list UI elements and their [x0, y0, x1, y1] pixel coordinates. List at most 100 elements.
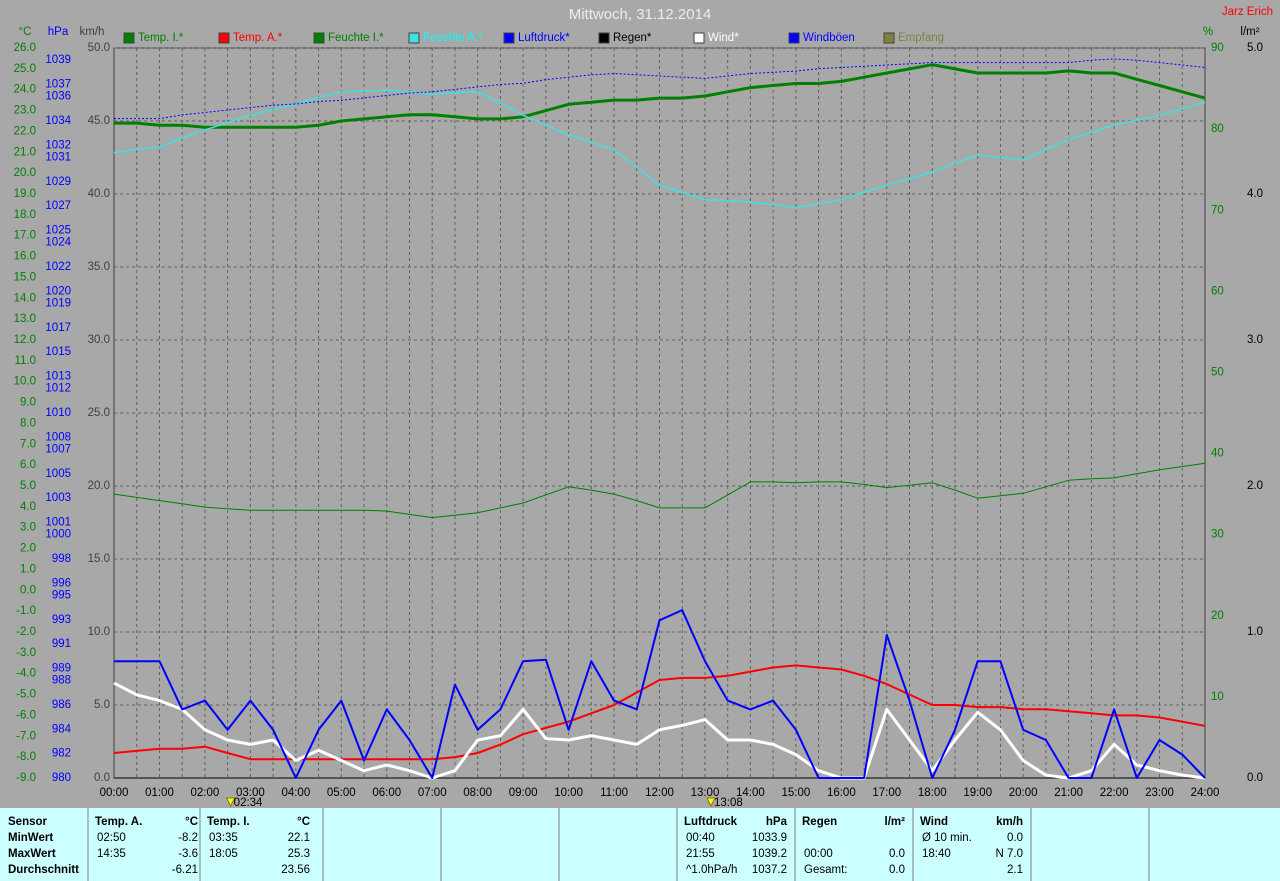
tick-label: 5.0: [1247, 42, 1263, 54]
tick-label: 991: [52, 638, 71, 650]
axis-unit: °C: [19, 26, 32, 38]
tick-label: 6.0: [20, 459, 36, 471]
tick-label: 26.0: [14, 42, 36, 54]
tick-label: 13.0: [14, 313, 36, 325]
group-unit: l/m²: [885, 816, 906, 828]
x-tick-label: 19:00: [963, 787, 992, 799]
tick-label: 2.0: [1247, 480, 1263, 492]
group-unit: km/h: [996, 816, 1023, 828]
tick-label: 1000: [45, 529, 71, 541]
series-line: [114, 58, 1206, 120]
x-tick-label: 23:00: [1145, 787, 1174, 799]
tick-label: 50.0: [88, 42, 110, 54]
tick-label: 1008: [45, 431, 71, 443]
tick-label: 1027: [45, 200, 71, 212]
legend-label: Windböen: [803, 32, 855, 44]
annotation: 02:34: [234, 797, 263, 809]
x-tick-label: 09:00: [509, 787, 538, 799]
tick-label: 70: [1211, 204, 1224, 216]
tick-label: 995: [52, 590, 71, 602]
cell-value: -3.6: [178, 848, 198, 860]
tick-label: 23.0: [14, 105, 36, 117]
tick-label: 15.0: [88, 553, 110, 565]
tick-label: 35.0: [88, 261, 110, 273]
tick-label: 40.0: [88, 188, 110, 200]
tick-label: 1031: [45, 152, 71, 164]
tick-label: 4.0: [1247, 188, 1263, 200]
x-tick-label: 20:00: [1009, 787, 1038, 799]
tick-label: 1007: [45, 444, 71, 456]
row-label: MinWert: [8, 832, 53, 844]
x-tick-label: 12:00: [645, 787, 674, 799]
legend-swatch: [408, 32, 420, 44]
axis-unit: %: [1203, 26, 1213, 38]
cell-value: 0.0: [889, 848, 905, 860]
tick-label: 11.0: [14, 355, 36, 367]
tick-label: 7.0: [20, 438, 36, 450]
tick-label: 1005: [45, 468, 71, 480]
cell-label: 21:55: [686, 848, 715, 860]
legend-label: Temp. I.*: [138, 32, 184, 44]
tick-label: 12.0: [14, 334, 36, 346]
tick-label: 980: [52, 772, 71, 784]
legend-swatch: [123, 32, 135, 44]
tick-label: 50: [1211, 366, 1224, 378]
cell-label: 00:40: [686, 832, 715, 844]
tick-label: 60: [1211, 285, 1224, 297]
tick-label: 8.0: [20, 417, 36, 429]
group-name: Temp. A.: [95, 816, 142, 828]
author: Jarz Erich: [1222, 6, 1273, 18]
x-tick-label: 18:00: [918, 787, 947, 799]
x-tick-label: 14:00: [736, 787, 765, 799]
legend-swatch: [313, 32, 325, 44]
tick-label: 1.0: [1247, 626, 1263, 638]
x-tick-label: 13:00: [691, 787, 720, 799]
tick-label: 1017: [45, 322, 71, 334]
tick-label: 1012: [45, 383, 71, 395]
tick-label: 1022: [45, 261, 71, 273]
tick-label: 45.0: [88, 115, 110, 127]
legend-label: Temp. A.*: [233, 32, 283, 44]
group-name: Wind: [920, 816, 948, 828]
tick-label: 1010: [45, 407, 71, 419]
cell-value: 1039.2: [752, 848, 787, 860]
tick-label: 90: [1211, 42, 1224, 54]
cell-value: 1033.9: [752, 832, 787, 844]
tick-label: 1029: [45, 176, 71, 188]
tick-label: 1037: [45, 79, 71, 91]
group-name: Regen: [802, 816, 837, 828]
tick-label: 21.0: [14, 146, 36, 158]
tick-label: 25.0: [88, 407, 110, 419]
tick-label: 20.0: [14, 167, 36, 179]
x-tick-label: 07:00: [418, 787, 447, 799]
legend-label: Wind*: [708, 32, 739, 44]
tick-label: 1020: [45, 285, 71, 297]
tick-label: 1015: [45, 346, 71, 358]
tick-label: 1003: [45, 492, 71, 504]
group-unit: hPa: [766, 816, 788, 828]
tick-label: 30.0: [88, 334, 110, 346]
cell-value: 25.3: [288, 848, 310, 860]
tick-label: 1036: [45, 91, 71, 103]
tick-label: 10.0: [88, 626, 110, 638]
cell-label: ^1.0hPa/h: [686, 864, 737, 876]
tick-label: -7.0: [16, 730, 36, 742]
cell-value: 0.0: [889, 864, 905, 876]
x-tick-label: 24:00: [1191, 787, 1220, 799]
x-tick-label: 15:00: [781, 787, 810, 799]
x-tick-label: 08:00: [463, 787, 492, 799]
tick-label: 982: [52, 748, 71, 760]
lines: [113, 58, 1206, 780]
tick-label: 996: [52, 577, 71, 589]
chart-title: Mittwoch, 31.12.2014: [569, 6, 712, 23]
tick-label: 989: [52, 663, 71, 675]
cell-value: 0.0: [1007, 832, 1023, 844]
tick-label: 25.0: [14, 63, 36, 75]
axis-unit: l/m²: [1240, 26, 1259, 38]
tick-label: 9.0: [20, 397, 36, 409]
tick-label: -3.0: [16, 647, 36, 659]
group-name: Luftdruck: [684, 816, 738, 828]
tick-label: 19.0: [14, 188, 36, 200]
cell-label: Gesamt:: [804, 864, 847, 876]
